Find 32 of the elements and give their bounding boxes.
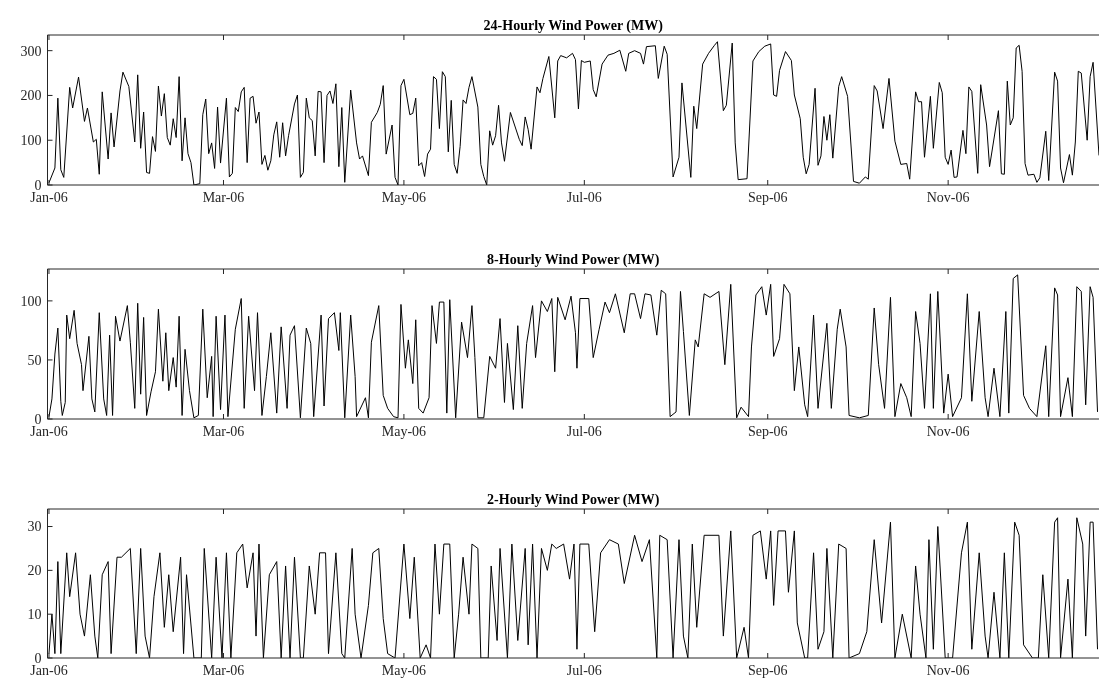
x-tick-label: Nov-06 (926, 663, 970, 678)
x-tick-label: Jan-06 (30, 424, 68, 439)
y-tick-label: 0 (34, 177, 42, 193)
y-tick-label: 50 (27, 352, 42, 368)
x-tick-label: Sep-06 (747, 663, 788, 678)
x-tick-label: Jul-06 (566, 424, 602, 439)
y-tick-label: 30 (27, 519, 42, 535)
x-tick-label: Sep-06 (747, 190, 788, 205)
y-tick-label: 200 (20, 88, 42, 104)
x-tick-label: Nov-06 (926, 424, 970, 439)
x-tick-label: Mar-06 (202, 424, 245, 439)
y-tick-label: 0 (34, 650, 42, 666)
chart-title: 24-Hourly Wind Power (MW) (483, 18, 664, 34)
x-tick-label: Sep-06 (747, 424, 788, 439)
x-tick-label: Mar-06 (202, 190, 245, 205)
chart-title: 2-Hourly Wind Power (MW) (487, 492, 660, 508)
chart-title: 8-Hourly Wind Power (MW) (487, 252, 660, 268)
x-tick-label: Mar-06 (202, 663, 245, 678)
y-tick-label: 10 (27, 607, 42, 623)
y-tick-label: 20 (27, 563, 42, 579)
y-tick-label: 100 (20, 293, 42, 309)
x-tick-label: May-06 (381, 663, 427, 678)
y-tick-label: 0 (34, 411, 42, 427)
x-tick-label: Jan-06 (30, 663, 68, 678)
y-tick-label: 300 (20, 43, 42, 59)
x-tick-label: Nov-06 (926, 190, 970, 205)
x-tick-label: May-06 (381, 190, 427, 205)
x-tick-label: Jul-06 (566, 190, 602, 205)
y-tick-label: 100 (20, 133, 42, 149)
x-tick-label: May-06 (381, 424, 427, 439)
x-tick-label: Jul-06 (566, 663, 602, 678)
x-tick-label: Jan-06 (30, 190, 68, 205)
